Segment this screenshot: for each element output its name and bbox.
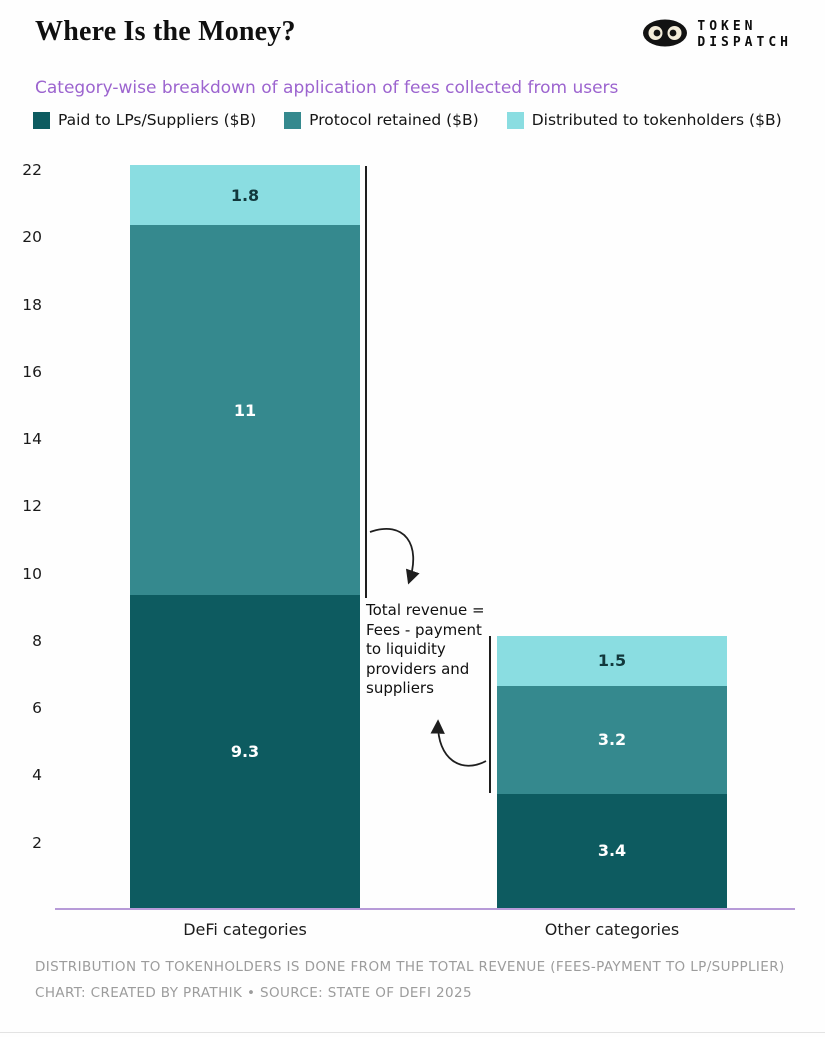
bar-segment: 11 (130, 225, 360, 596)
bar-segment: 3.2 (497, 686, 727, 794)
plot-area: 9.3 11 1.8 DeFi categories 3.4 3.2 1.5 Other ca… (55, 160, 795, 939)
page-title: Where Is the Money? (35, 16, 296, 47)
x-axis-category-label: Other categories (544, 920, 680, 939)
footer-notes: DISTRIBUTION TO TOKENHOLDERS IS DONE FRO… (35, 954, 790, 1006)
legend-item-paid-to-lps: Paid to LPs/Suppliers ($B) (33, 111, 256, 129)
y-axis-tick-14: 14 (22, 430, 42, 449)
logo-line-1: TOKEN (697, 18, 757, 34)
y-axis-tick-12: 12 (22, 497, 42, 516)
bar-segment-value: 9.3 (230, 742, 260, 762)
bar-segment: 1.8 (130, 164, 360, 226)
y-axis-tick-16: 16 (22, 362, 42, 381)
bar-segment: 9.3 (130, 595, 360, 908)
y-axis: 2 4 6 8 10 12 14 16 18 20 22 (0, 160, 46, 910)
legend-label: Distributed to tokenholders ($B) (531, 111, 782, 129)
legend-swatch (284, 111, 302, 129)
owl-goggles-icon (642, 18, 688, 52)
legend-item-protocol-retained: Protocol retained ($B) (284, 111, 479, 129)
header: Where Is the Money? TOKEN DISPATCH (35, 16, 792, 52)
y-axis-tick-10: 10 (22, 564, 42, 583)
legend-label: Paid to LPs/Suppliers ($B) (58, 111, 257, 129)
y-axis-tick-22: 22 (22, 161, 42, 180)
token-dispatch-logo: TOKEN DISPATCH (642, 16, 792, 52)
legend: Paid to LPs/Suppliers ($B) Protocol reta… (33, 111, 782, 129)
legend-item-distributed-tokenholders: Distributed to tokenholders ($B) (506, 111, 782, 129)
total-revenue-annotation: Total revenue = Fees - payment to liquid… (366, 601, 485, 697)
stacked-bar-chart: 2 4 6 8 10 12 14 16 18 20 22 9.3 11 1.8 DeFi categori… (0, 160, 825, 960)
y-axis-tick-6: 6 (32, 699, 42, 718)
x-axis-category-label: DeFi categories (183, 920, 307, 939)
footer-note-1: DISTRIBUTION TO TOKENHOLDERS IS DONE FRO… (35, 959, 785, 975)
logo-line-2: DISPATCH (697, 35, 792, 50)
bar-segment: 3.4 (497, 793, 727, 908)
bottom-divider (0, 1032, 825, 1033)
bar-segment: 1.5 (497, 635, 727, 687)
bar-segment-value: 3.4 (597, 841, 627, 861)
legend-swatch (33, 111, 50, 129)
y-axis-tick-2: 2 (32, 833, 42, 852)
y-axis-tick-8: 8 (32, 631, 42, 650)
legend-swatch (506, 111, 524, 129)
bar-segment-value: 11 (233, 400, 257, 420)
footer-note-2: CHART: CREATED BY PRATHIK • SOURCE: STAT… (35, 985, 473, 1001)
bar-segment-value: 1.8 (230, 185, 260, 205)
y-axis-tick-4: 4 (32, 766, 42, 785)
y-axis-tick-20: 20 (22, 228, 42, 247)
legend-label: Protocol retained ($B) (309, 111, 479, 129)
y-axis-tick-18: 18 (22, 295, 42, 314)
chart-subtitle: Category-wise breakdown of application o… (35, 78, 619, 98)
bar-segment-value: 1.5 (597, 651, 627, 671)
logo-wordmark: TOKEN DISPATCH (697, 19, 792, 52)
bar-segment-value: 3.2 (597, 730, 627, 750)
